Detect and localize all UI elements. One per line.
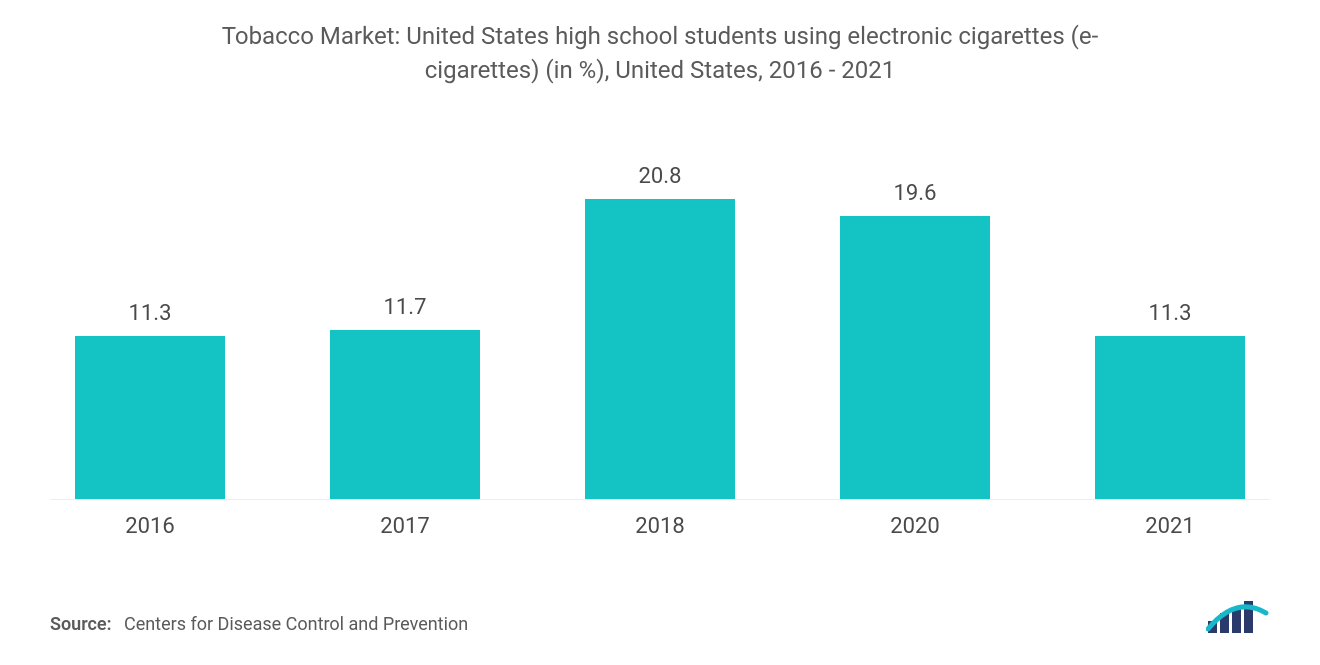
plot-area: 11.3 11.7 20.8 19.6 11.3: [50, 127, 1270, 500]
source-label: Source:: [50, 614, 112, 635]
mordor-logo-icon: [1206, 599, 1270, 635]
bar-4: [1095, 336, 1245, 499]
x-label-2: 2018: [580, 514, 740, 539]
bar-group-3: 19.6: [835, 181, 995, 499]
bar-value-0: 11.3: [129, 301, 172, 326]
bar-1: [330, 330, 480, 499]
bar-value-4: 11.3: [1149, 301, 1192, 326]
bar-0: [75, 336, 225, 499]
chart-title: Tobacco Market: United States high schoo…: [170, 20, 1150, 87]
bar-group-4: 11.3: [1090, 301, 1250, 499]
bar-group-2: 20.8: [580, 164, 740, 499]
x-label-1: 2017: [325, 514, 485, 539]
bar-3: [840, 216, 990, 499]
source-line: Source: Centers for Disease Control and …: [50, 614, 468, 635]
x-axis: 2016 2017 2018 2020 2021: [50, 500, 1270, 539]
x-label-0: 2016: [70, 514, 230, 539]
source-text: Centers for Disease Control and Preventi…: [124, 614, 468, 635]
bar-value-1: 11.7: [384, 295, 427, 320]
bar-group-1: 11.7: [325, 295, 485, 499]
bar-value-2: 20.8: [639, 164, 682, 189]
bar-group-0: 11.3: [70, 301, 230, 499]
bar-value-3: 19.6: [894, 181, 937, 206]
chart-container: Tobacco Market: United States high schoo…: [0, 0, 1320, 665]
x-label-4: 2021: [1090, 514, 1250, 539]
chart-footer: Source: Centers for Disease Control and …: [50, 599, 1270, 635]
bar-2: [585, 199, 735, 499]
x-label-3: 2020: [835, 514, 995, 539]
